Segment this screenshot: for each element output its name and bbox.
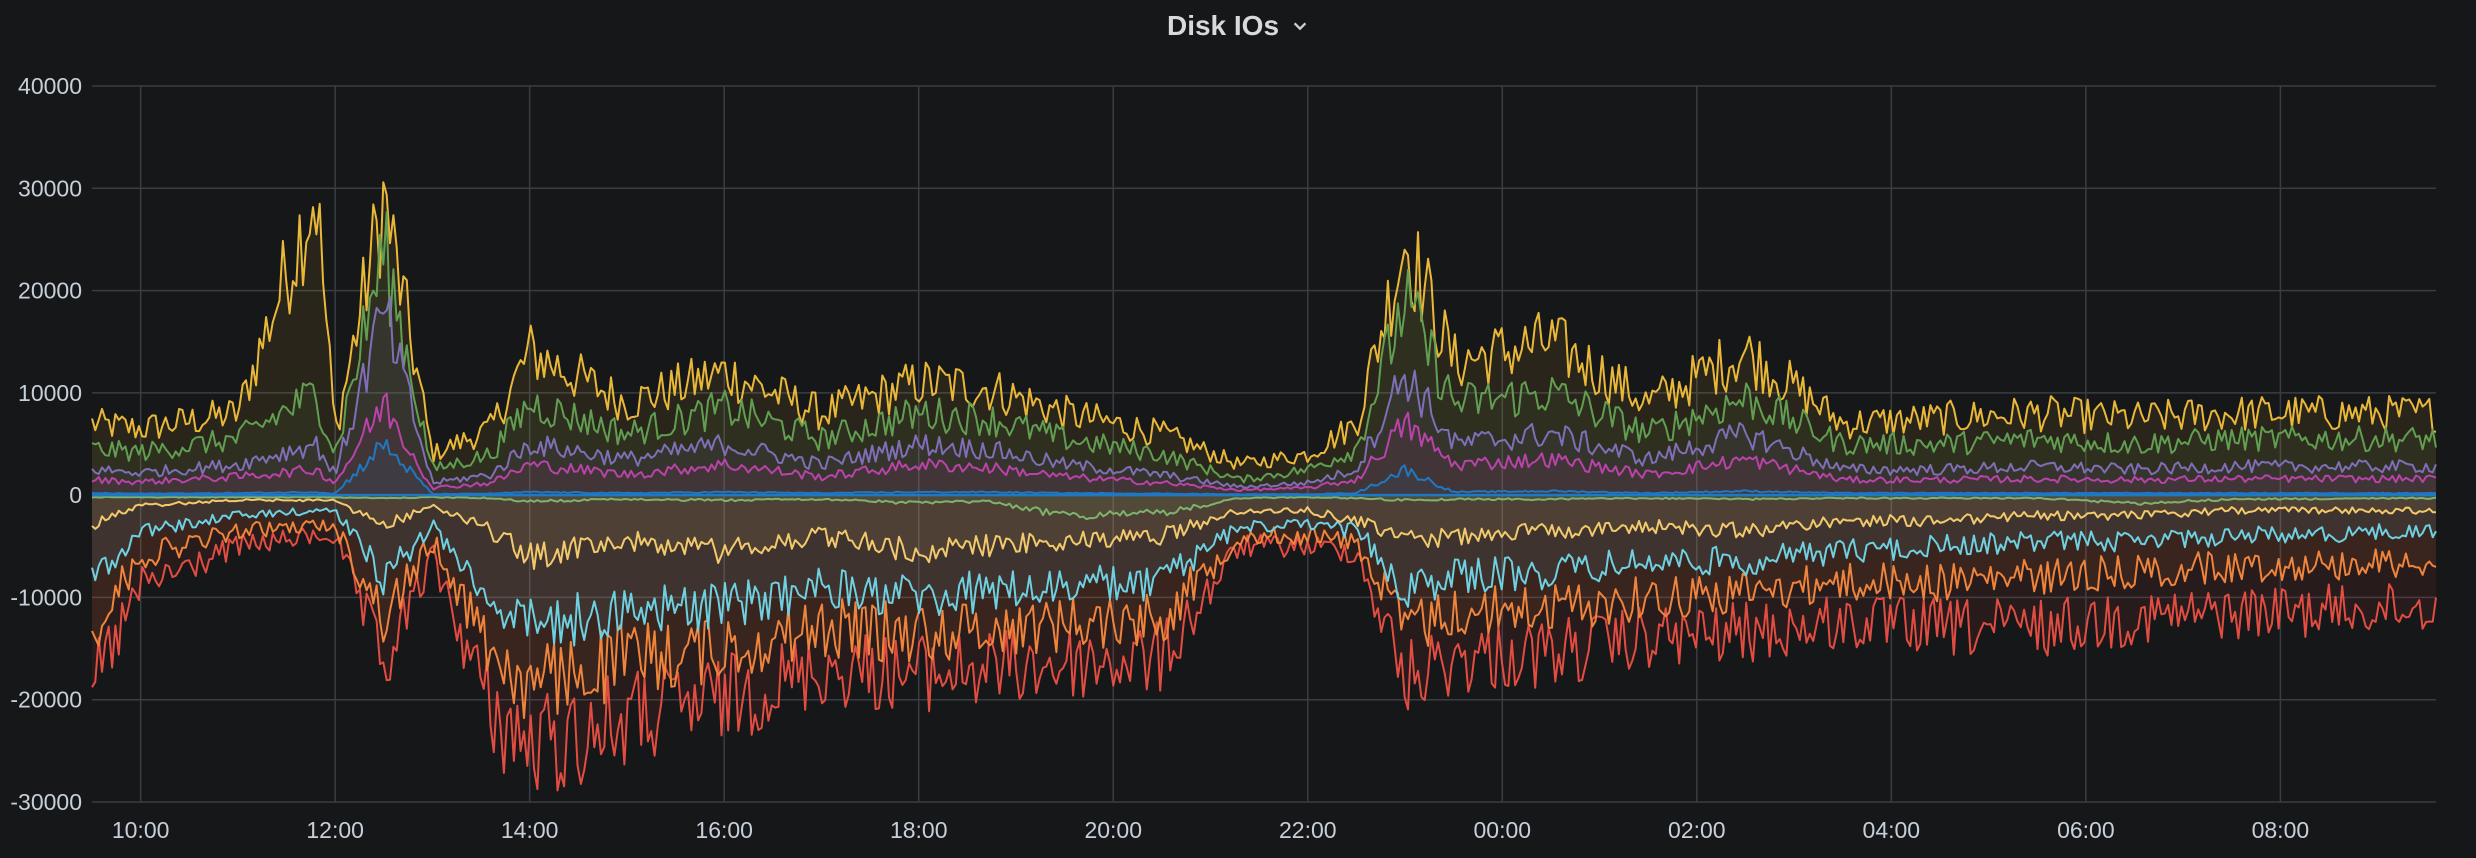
x-tick-label: 02:00 [1668, 817, 1726, 843]
y-tick-label: -20000 [10, 687, 82, 713]
y-tick-label: -10000 [10, 584, 82, 610]
series-line [91, 507, 2437, 647]
y-tick-label: 0 [69, 482, 82, 508]
y-tick-label: -30000 [10, 789, 82, 815]
x-tick-label: 20:00 [1084, 817, 1142, 843]
series-line [91, 495, 2437, 521]
series-line [91, 181, 2437, 470]
series-area [92, 495, 2436, 646]
series-line [91, 528, 2437, 792]
panel-title: Disk IOs [1166, 10, 1280, 41]
y-tick-label: 10000 [18, 380, 82, 406]
y-tick-label: 40000 [18, 73, 82, 99]
x-tick-label: 16:00 [695, 817, 753, 843]
series-area [92, 182, 2436, 496]
series-line [91, 296, 2437, 489]
series-area [92, 495, 2436, 569]
panel-title-menu[interactable]: Disk IOs [1167, 10, 1309, 42]
x-tick-label: 06:00 [2057, 817, 2115, 843]
series-line [91, 498, 2437, 570]
x-tick-label: 22:00 [1279, 817, 1337, 843]
x-tick-label: 10:00 [112, 817, 170, 843]
panel-header: Disk IOs [0, 0, 2476, 52]
series-area [92, 297, 2436, 496]
x-tick-label: 08:00 [2252, 817, 2310, 843]
series-line [91, 392, 2437, 492]
series-area [92, 495, 2436, 520]
series-area [92, 212, 2436, 496]
chevron-down-icon [1293, 22, 1307, 31]
x-tick-label: 14:00 [501, 817, 559, 843]
x-tick-label: 04:00 [1863, 817, 1921, 843]
x-tick-label: 18:00 [890, 817, 948, 843]
x-tick-label: 12:00 [306, 817, 364, 843]
series-line [91, 211, 2437, 484]
series-line [91, 519, 2437, 719]
y-tick-label: 20000 [18, 278, 82, 304]
y-tick-label: 30000 [18, 175, 82, 201]
series-area [92, 495, 2436, 718]
x-tick-label: 00:00 [1474, 817, 1532, 843]
